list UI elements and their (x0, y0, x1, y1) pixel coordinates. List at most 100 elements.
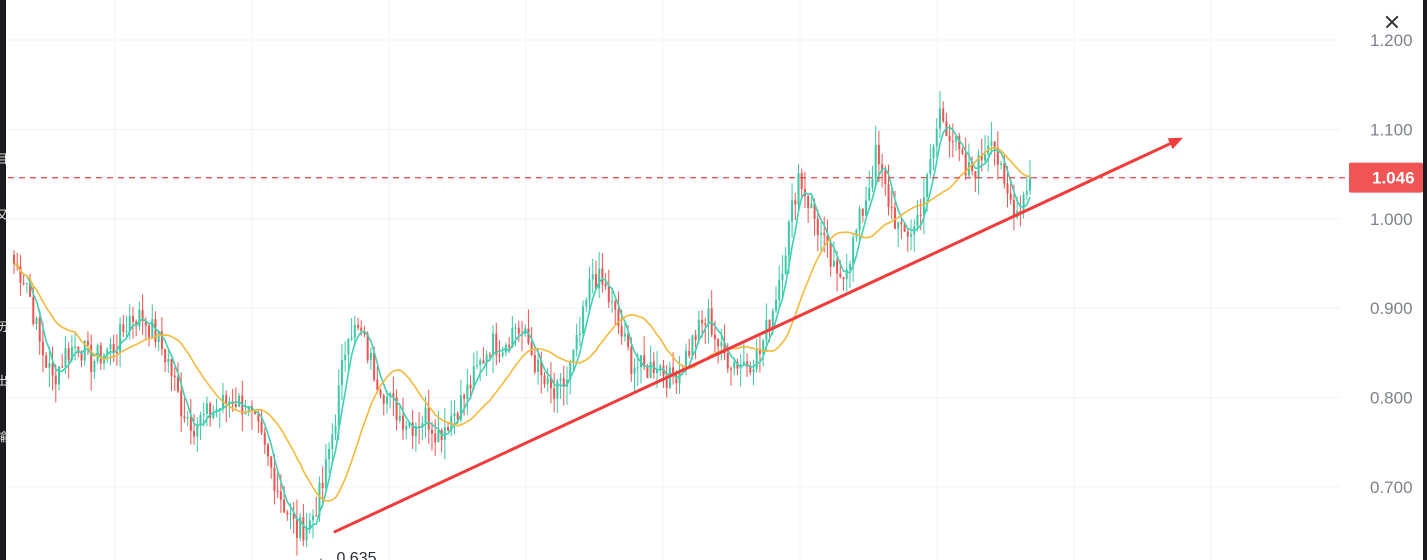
candle-up (569, 363, 572, 380)
candle-down (675, 374, 678, 384)
candle-up (83, 341, 86, 361)
candle-down (903, 224, 906, 232)
candle-down (887, 184, 890, 207)
candle-down (180, 391, 183, 417)
close-icon[interactable] (1381, 10, 1405, 34)
candle-down (884, 170, 887, 185)
candle-up (787, 221, 790, 256)
candle-up (922, 197, 925, 216)
candle-down (115, 352, 118, 354)
candle-up (74, 346, 77, 348)
candle-down (627, 333, 630, 347)
candle-up (238, 395, 241, 407)
candle-up (691, 335, 694, 356)
candle-up (855, 229, 858, 238)
candle-up (479, 360, 482, 365)
candle-up (369, 352, 372, 361)
candle-up (218, 408, 221, 410)
candle-down (189, 416, 192, 431)
candle-up (977, 154, 980, 179)
candle-down (964, 153, 967, 176)
candle-down (829, 242, 832, 267)
candle-down (948, 136, 951, 142)
candle-up (492, 333, 495, 356)
candle-down (549, 377, 552, 389)
candle-up (350, 337, 353, 339)
candle-down (279, 491, 282, 500)
candle-down (292, 513, 295, 519)
candle-down (906, 231, 909, 237)
candle-up (186, 416, 189, 419)
candle-down (45, 355, 48, 368)
candle-up (299, 517, 302, 538)
candle-up (202, 413, 205, 416)
candle-up (546, 377, 549, 385)
candle-down (646, 366, 649, 378)
candle-down (672, 367, 675, 375)
ma-slow-line (13, 146, 1031, 502)
candle-down (482, 360, 485, 364)
candle-up (337, 385, 340, 426)
candle-down (1003, 163, 1006, 184)
candle-down (373, 352, 376, 380)
candle-down (19, 266, 22, 283)
low-price-label: ← 0.635 (316, 550, 377, 560)
candle-down (630, 346, 633, 374)
candle-up (453, 413, 456, 417)
candle-up (868, 187, 871, 201)
candle-up (820, 233, 823, 235)
candle-down (951, 141, 954, 143)
candle-down (688, 350, 691, 356)
candle-down (823, 233, 826, 236)
candle-down (360, 327, 363, 331)
candle-up (656, 369, 659, 373)
candle-down (225, 395, 228, 404)
candle-down (402, 415, 405, 430)
candle-up (929, 158, 932, 175)
grid (8, 0, 1340, 560)
candle-up (466, 384, 469, 399)
candle-up (707, 308, 710, 325)
candle-up (340, 360, 343, 386)
candle-down (286, 512, 289, 515)
candle-down (447, 427, 450, 431)
candle-down (51, 363, 54, 376)
candle-down (176, 377, 179, 392)
candle-down (807, 196, 810, 209)
candle-up (684, 350, 687, 371)
candle-up (247, 406, 250, 413)
candle-down (1012, 199, 1015, 218)
left-edge-glyph: 输 (0, 430, 9, 444)
candle-down (701, 319, 704, 324)
trend-arrow-icon (1167, 137, 1183, 150)
candle-down (469, 384, 472, 389)
left-edge-glyph: 又 (0, 208, 9, 222)
candle-down (160, 331, 163, 350)
candle-up (472, 365, 475, 389)
candle-down (315, 515, 318, 517)
candle-up (328, 448, 331, 460)
candle-up (742, 361, 745, 365)
candle-up (771, 310, 774, 330)
candle-down (607, 286, 610, 303)
candle-down (164, 349, 167, 363)
y-axis: 1.200 1.100 1.000 0.900 0.800 0.700 (1370, 31, 1413, 497)
candle-down (257, 414, 260, 422)
candle-up (852, 237, 855, 265)
candle-up (35, 318, 38, 324)
candle-down (604, 284, 607, 287)
candle-down (302, 517, 305, 541)
candle-down (900, 222, 903, 225)
candle-down (749, 366, 752, 373)
candle-up (167, 359, 170, 363)
candle-up (48, 363, 51, 368)
candle-down (495, 333, 498, 356)
candle-down (768, 319, 771, 330)
candle-down (723, 342, 726, 354)
candle-up (244, 412, 247, 415)
candle-down (295, 518, 298, 538)
candle-down (77, 346, 80, 353)
candle-down (131, 315, 134, 322)
candle-down (32, 296, 35, 324)
